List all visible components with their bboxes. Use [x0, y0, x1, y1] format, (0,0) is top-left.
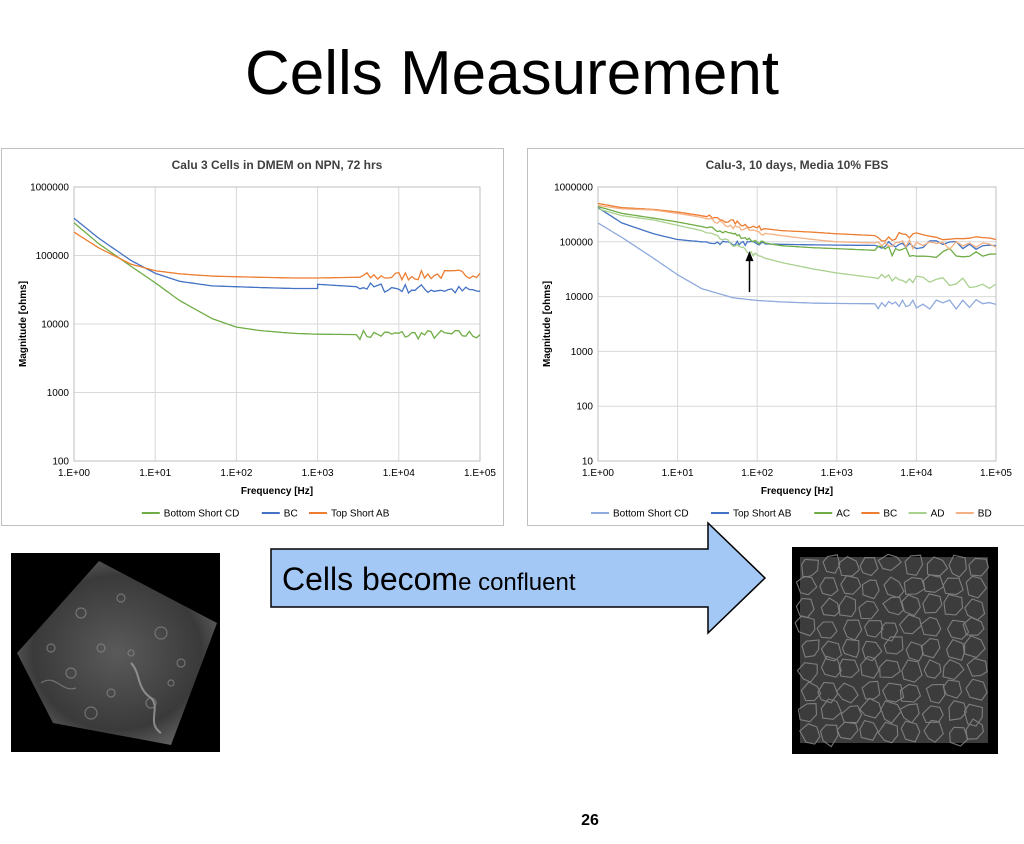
- series-line: [73, 217, 481, 295]
- y-tick-label: 10000: [41, 320, 69, 331]
- x-tick-label: 1.E+01: [139, 468, 171, 479]
- series-line: [73, 231, 481, 282]
- micrograph-confluent-cells-image: [794, 553, 990, 748]
- legend-label: AD: [931, 509, 945, 520]
- arrow-label-small: e confluent: [458, 569, 576, 596]
- x-tick-label: 1.E+04: [900, 468, 932, 479]
- series-line: [597, 208, 997, 290]
- y-axis-title: Magnitude [ohms]: [18, 281, 29, 367]
- plot-frame: [597, 186, 997, 462]
- x-tick-label: 1.E+02: [220, 468, 252, 479]
- chart-calu3-10days: Calu-3, 10 days, Media 10% FBS 10 100 1000 1…: [527, 148, 1024, 526]
- y-tick-label: 10000: [565, 292, 593, 303]
- legend-label: AC: [836, 509, 850, 520]
- legend-label: BC: [284, 509, 298, 520]
- y-tick-label: 1000000: [554, 183, 593, 194]
- slide-title: Cells Measurement: [244, 39, 780, 108]
- x-axis-title: Frequency [Hz]: [761, 486, 833, 497]
- x-tick-label: 1.E+05: [464, 468, 496, 479]
- chart-title: Calu-3, 10 days, Media 10% FBS: [706, 158, 889, 172]
- y-tick-label: 100: [52, 457, 69, 468]
- legend-label: Top Short AB: [733, 509, 792, 520]
- annotation-arrow-head: [745, 251, 754, 262]
- arrow-label: Cells become confluent: [282, 561, 575, 598]
- x-tick-label: 1.E+05: [980, 468, 1012, 479]
- y-axis-title: Magnitude [ohms]: [542, 281, 553, 367]
- chart-calu3-72hrs: Calu 3 Cells in DMEM on NPN, 72 hrs 100 10…: [1, 148, 504, 526]
- arrow-label-large: Cells becom: [282, 561, 459, 597]
- series-line: [597, 205, 997, 259]
- micrograph-confluent-cells: [792, 547, 998, 754]
- y-tick-label: 1000: [571, 347, 594, 358]
- x-tick-label: 1.E+02: [741, 468, 773, 479]
- series-line: [597, 204, 997, 251]
- y-tick-label: 1000: [47, 388, 70, 399]
- legend-label: Top Short AB: [331, 509, 390, 520]
- micrograph-sparse-cells: [11, 553, 220, 752]
- y-tick-label: 10: [582, 457, 594, 468]
- progress-arrow: [270, 521, 767, 635]
- x-tick-label: 1.E+03: [821, 468, 853, 479]
- y-tick-label: 100000: [560, 237, 594, 248]
- x-tick-label: 1.E+01: [662, 468, 694, 479]
- x-tick-label: 1.E+00: [582, 468, 614, 479]
- y-tick-label: 1000000: [30, 183, 69, 194]
- plot-frame: [73, 186, 481, 462]
- x-tick-label: 1.E+00: [58, 468, 90, 479]
- series-line: [597, 207, 997, 251]
- legend-label: Bottom Short CD: [164, 509, 240, 520]
- x-axis-title: Frequency [Hz]: [241, 486, 313, 497]
- x-tick-label: 1.E+04: [383, 468, 415, 479]
- series-line: [597, 222, 997, 311]
- micrograph-sparse-cells-image: [17, 561, 217, 745]
- legend-label: BC: [883, 509, 897, 520]
- y-tick-label: 100000: [36, 251, 70, 262]
- series-line: [73, 222, 481, 341]
- y-tick-label: 100: [576, 402, 593, 413]
- chart-title: Calu 3 Cells in DMEM on NPN, 72 hrs: [172, 158, 383, 172]
- page-number: 26: [581, 812, 599, 829]
- x-tick-label: 1.E+03: [302, 468, 334, 479]
- legend-label: Bottom Short CD: [613, 509, 689, 520]
- legend-label: BD: [978, 509, 992, 520]
